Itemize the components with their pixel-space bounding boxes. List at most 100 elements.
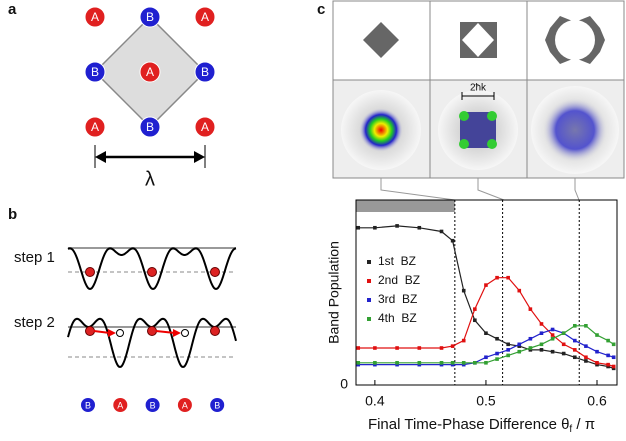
point (595, 349, 599, 354)
x-axis-label-part: f (569, 424, 572, 435)
potential (67, 247, 237, 291)
point (611, 342, 616, 347)
legend-label: 1st BZ (378, 254, 416, 268)
y-tick-label: 0 (340, 376, 348, 392)
point (572, 355, 577, 360)
point (495, 336, 499, 341)
site-label: B (146, 120, 154, 134)
point (550, 333, 555, 337)
point (506, 348, 510, 352)
point (356, 362, 361, 367)
panel-label: c (317, 1, 325, 18)
point (439, 362, 444, 367)
point (373, 346, 377, 350)
point (539, 342, 544, 347)
site (113, 398, 128, 412)
point (506, 353, 510, 358)
legend-label: 4th BZ (378, 311, 417, 325)
point (495, 357, 499, 361)
point (495, 275, 499, 280)
site (139, 61, 161, 83)
point (611, 355, 616, 360)
point (611, 364, 616, 369)
point (373, 362, 377, 367)
point (356, 346, 361, 350)
point (356, 361, 361, 365)
x-tick-label: 0.4 (365, 393, 385, 409)
point (484, 283, 488, 287)
point (550, 327, 555, 332)
point (473, 361, 477, 365)
point (595, 361, 599, 365)
site (194, 116, 216, 138)
site (84, 116, 106, 138)
panel-label: a (8, 1, 17, 18)
panel-label: b (8, 206, 17, 223)
point (395, 362, 399, 367)
point (528, 307, 533, 311)
point (550, 349, 555, 354)
y-axis-label: Band Population (326, 241, 342, 344)
site (84, 6, 106, 28)
point (395, 361, 399, 365)
step-label: step 2 (14, 314, 55, 331)
point (450, 238, 455, 243)
plot: 0.4 0.5 0.6 0 Final Time-Phase Difference θf… (326, 199, 618, 435)
point (450, 362, 455, 367)
point (395, 224, 399, 228)
point (506, 342, 510, 347)
site-label: A (91, 10, 99, 24)
point (517, 342, 522, 347)
point (539, 322, 544, 326)
point (606, 338, 610, 343)
legend-marker (367, 317, 371, 321)
atoms (85, 267, 220, 337)
arrow-head (194, 151, 205, 163)
point (473, 307, 477, 311)
point (517, 344, 522, 348)
point (611, 366, 616, 371)
bz-diagrams (332, 0, 625, 201)
point (461, 338, 466, 343)
momentum-label: 2ħk (470, 83, 487, 94)
step-label: step 1 (14, 249, 55, 266)
site (177, 398, 192, 412)
point (584, 344, 588, 348)
site (139, 116, 161, 138)
point (373, 225, 377, 230)
point (606, 353, 610, 358)
point (473, 318, 477, 323)
point (450, 344, 455, 348)
period-label: λ (145, 168, 155, 190)
site-label: A (117, 400, 123, 410)
point (539, 348, 544, 352)
point (572, 324, 577, 328)
point (450, 361, 455, 365)
point (539, 331, 544, 335)
point (606, 362, 610, 367)
x-axis-label-part: Final Time-Phase Difference θ (368, 416, 569, 433)
point (484, 355, 488, 360)
point (356, 225, 361, 230)
legend-marker (367, 298, 371, 302)
point (584, 359, 588, 363)
point (461, 362, 466, 367)
point (595, 362, 599, 367)
point (561, 331, 566, 335)
point (484, 331, 488, 335)
legend-marker (367, 279, 371, 283)
site-label: A (146, 65, 154, 79)
point (417, 346, 422, 350)
point (395, 346, 399, 350)
point (572, 338, 577, 343)
x-tick-label: 0.5 (476, 393, 496, 409)
point (461, 288, 466, 293)
x-axis-label-part: / π (572, 416, 595, 433)
legend-label: 3rd BZ (378, 292, 417, 306)
point (528, 346, 533, 350)
point (561, 342, 566, 347)
point (439, 346, 444, 350)
point (506, 275, 510, 280)
